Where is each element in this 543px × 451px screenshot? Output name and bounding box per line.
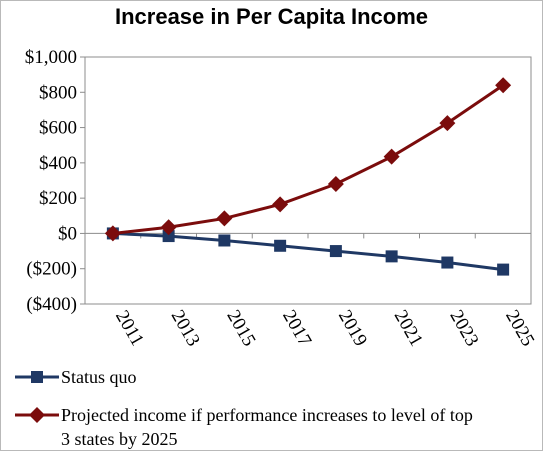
- data-point: [439, 115, 456, 132]
- y-tick-label: $0: [58, 223, 77, 244]
- series-line: [112, 231, 504, 272]
- legend-entry: Status quo: [15, 367, 137, 387]
- legend: Status quo Projected income if performanc…: [15, 367, 473, 449]
- y-tick-label: $800: [39, 82, 77, 103]
- x-tick-label: 2019: [334, 307, 371, 350]
- data-point: [104, 225, 121, 242]
- series-projected-income: [104, 77, 512, 242]
- y-tick-label: $200: [39, 188, 77, 209]
- y-tick-label: ($200): [26, 259, 77, 280]
- legend-entry: Projected income if performance increase…: [15, 405, 473, 449]
- series-line: [112, 83, 504, 235]
- y-tick-label: $1,000: [25, 47, 77, 68]
- y-axis-ticks: $1,000 $800 $600 $400 $200 $0 ($200) ($400): [25, 47, 85, 315]
- data-point: [327, 176, 344, 193]
- legend-marker: [31, 371, 43, 383]
- y-tick-label: $400: [39, 153, 77, 174]
- data-point: [383, 148, 400, 165]
- legend-label: Projected income if performance increase…: [61, 405, 473, 425]
- x-tick-label: 2025: [501, 307, 538, 350]
- x-tick-label: 2011: [111, 307, 148, 350]
- data-point: [218, 234, 231, 247]
- data-point: [495, 77, 512, 94]
- legend-marker: [29, 407, 45, 423]
- x-tick-label: 2015: [222, 307, 259, 350]
- x-tick-label: 2021: [390, 307, 427, 350]
- data-point: [441, 256, 454, 269]
- legend-label: Status quo: [61, 367, 137, 387]
- data-point: [272, 196, 289, 213]
- x-tick-label: 2017: [278, 307, 315, 350]
- data-point: [162, 230, 175, 243]
- data-point: [160, 219, 177, 236]
- data-point: [216, 210, 233, 227]
- legend-label: 3 states by 2025: [61, 429, 178, 449]
- x-tick-label: 2023: [445, 307, 482, 350]
- axes: [84, 56, 532, 305]
- data-point: [274, 239, 287, 252]
- x-axis-ticks: 2011 2013 2015 2017 2019 2021 2023 2025: [84, 233, 538, 350]
- plot-border: [84, 56, 532, 305]
- data-point: [329, 245, 342, 258]
- y-tick-label: ($400): [26, 294, 77, 315]
- x-tick-label: 2013: [167, 307, 204, 350]
- y-tick-label: $600: [39, 118, 77, 139]
- data-point: [385, 250, 398, 263]
- chart-title: Increase in Per Capita Income: [114, 4, 429, 29]
- data-point: [497, 263, 510, 276]
- series-layer: [104, 77, 512, 276]
